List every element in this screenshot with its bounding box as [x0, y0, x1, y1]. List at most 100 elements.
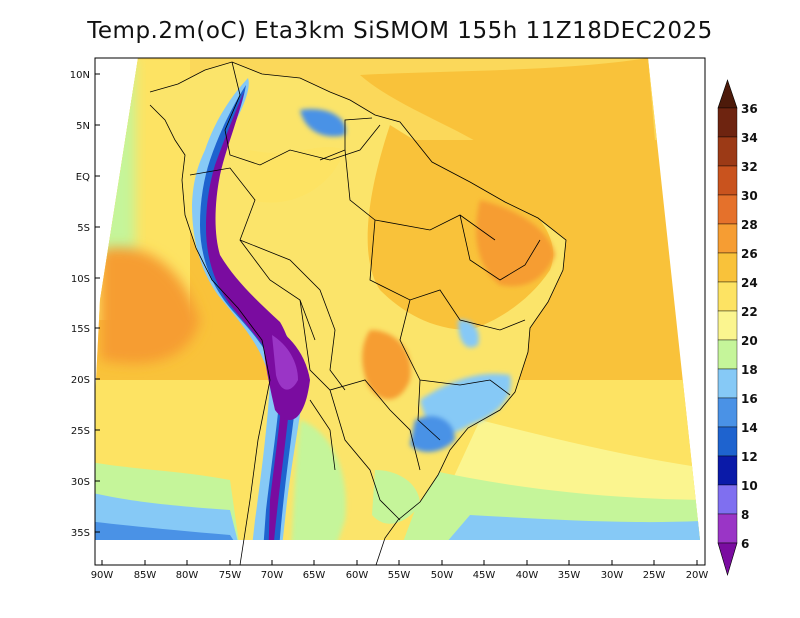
amazon-central-region — [250, 147, 345, 203]
temperature-field — [95, 58, 700, 540]
colorbar-label: 22 — [741, 305, 758, 319]
colorbar: 36 34 32 30 28 26 24 22 20 18 16 14 12 1… — [717, 79, 758, 577]
lat-tick: 5S — [77, 223, 100, 234]
colorbar-swatch — [717, 310, 738, 341]
lon-tick: 30W — [601, 560, 623, 581]
lat-tick: 30S — [71, 477, 100, 488]
argentina-cool-region — [290, 420, 346, 540]
lat-tick-label: 15S — [71, 324, 90, 335]
lon-tick: 85W — [134, 560, 156, 581]
lon-tick: 55W — [388, 560, 410, 581]
colorbar-swatch — [717, 194, 738, 225]
southeast-states-border — [399, 299, 511, 396]
longitude-axis: 90W 85W 80W 75W 70W 65W 60W 55W 50W 45W … — [91, 560, 709, 581]
lat-tick-label: 5S — [77, 223, 90, 234]
lon-tick: 70W — [261, 560, 284, 581]
lon-tick: 45W — [473, 560, 496, 581]
colorbar-label: 34 — [741, 131, 758, 145]
atlantic-warm-patch — [360, 58, 660, 213]
colorbar-label: 28 — [741, 218, 758, 232]
lat-tick: 35S — [71, 528, 100, 539]
colorbar-swatch — [717, 252, 738, 283]
lat-tick: 20S — [71, 375, 100, 386]
bolivia-paraguay-border — [299, 299, 421, 471]
lon-tick: 40W — [516, 560, 539, 581]
northeast-hot-region — [476, 200, 555, 287]
plot-frame — [94, 57, 706, 566]
south-cold-region — [410, 416, 455, 452]
amazon-states-border — [344, 149, 496, 241]
lon-tick-label: 25W — [643, 570, 666, 581]
rio-grande-cool-region — [372, 470, 420, 524]
colorbar-label: 8 — [741, 508, 749, 522]
colorbar-label: 30 — [741, 189, 758, 203]
lon-tick-label: 40W — [516, 570, 539, 581]
lon-tick-label: 50W — [431, 570, 454, 581]
lat-tick-label: 25S — [71, 426, 90, 437]
colorbar-swatch — [717, 339, 738, 370]
lat-tick-label: 30S — [71, 477, 90, 488]
colorbar-label: 26 — [741, 247, 758, 261]
colorbar-label: 20 — [741, 334, 758, 348]
colorbar-swatch — [717, 397, 738, 428]
pantanal-hot-region — [362, 330, 411, 400]
colorbar-label: 32 — [741, 160, 758, 174]
colorbar-swatch — [717, 484, 738, 515]
lon-tick: 90W — [91, 560, 114, 581]
colorbar-top-arrow — [717, 79, 738, 109]
colorbar-swatch — [717, 368, 738, 399]
east-coastline — [149, 61, 567, 566]
lon-tick-label: 65W — [303, 570, 326, 581]
lat-tick: 25S — [71, 426, 100, 437]
colorbar-swatch — [717, 281, 738, 312]
lon-tick: 20W — [686, 560, 709, 581]
argentina-border — [329, 389, 401, 521]
lat-tick: 15S — [71, 324, 100, 335]
colorbar-label: 6 — [741, 537, 749, 551]
altiplano-core — [272, 335, 298, 390]
lon-tick: 80W — [176, 560, 198, 581]
lon-tick-label: 90W — [91, 570, 114, 581]
colorbar-label: 14 — [741, 421, 758, 435]
lon-tick: 35W — [558, 560, 581, 581]
lon-tick-label: 45W — [473, 570, 496, 581]
colorbar-bottom-arrow — [717, 542, 738, 577]
brazil-bolivia-border — [239, 239, 346, 391]
colorbar-swatch — [717, 513, 738, 544]
latitude-axis: 10N 5N EQ 5S 10S 15S 20S 25S 30S 35S — [70, 70, 100, 539]
lon-tick: 60W — [346, 560, 369, 581]
colorbar-swatch — [717, 165, 738, 196]
west-coastline — [149, 104, 271, 566]
lat-tick-label: EQ — [76, 172, 90, 183]
lon-tick: 25W — [643, 560, 666, 581]
lat-tick: 10S — [71, 274, 100, 285]
lon-tick: 65W — [303, 560, 326, 581]
colorbar-swatch — [717, 136, 738, 167]
colorbar-swatch — [717, 426, 738, 457]
colorbar-label: 10 — [741, 479, 758, 493]
lon-tick-label: 70W — [261, 570, 284, 581]
lon-tick-label: 75W — [219, 570, 242, 581]
colorbar-swatch — [717, 223, 738, 254]
northeast-states-border — [459, 214, 541, 281]
colorbar-label: 18 — [741, 363, 758, 377]
colorbar-label: 36 — [741, 102, 758, 116]
lat-tick-label: 5N — [76, 121, 90, 132]
lat-tick-label: 35S — [71, 528, 90, 539]
lat-tick: EQ — [76, 172, 100, 183]
page-title: Temp.2m(oC) Eta3km SiSMOM 155h 11Z18DEC2… — [87, 18, 713, 44]
lon-tick-label: 60W — [346, 570, 369, 581]
chaco-border — [309, 399, 336, 471]
lat-tick-label: 10N — [70, 70, 90, 81]
pacific-south-coldest — [95, 520, 240, 540]
lat-tick: 5N — [76, 121, 100, 132]
lon-tick-label: 35W — [558, 570, 581, 581]
colorbar-label: 24 — [741, 276, 758, 290]
colorbar-label: 16 — [741, 392, 758, 406]
lat-tick: 10N — [70, 70, 100, 81]
guiana-highland-cool — [300, 109, 346, 137]
atlantic-cold-band — [440, 515, 700, 540]
lon-tick-label: 20W — [686, 570, 709, 581]
lat-tick-label: 20S — [71, 375, 90, 386]
lon-tick: 75W — [219, 560, 242, 581]
